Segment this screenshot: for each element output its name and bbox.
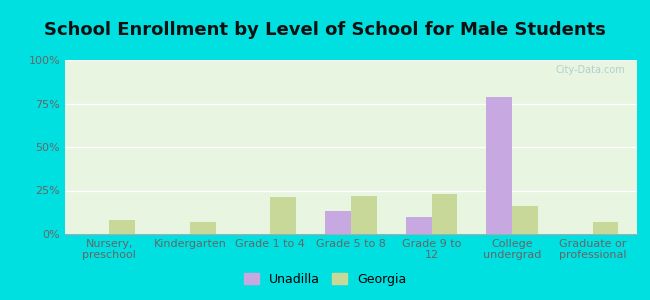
Bar (486, 97, 512, 234)
Bar (270, 197, 296, 234)
Bar (325, 212, 351, 234)
Bar (432, 194, 458, 234)
Text: School Enrollment by Level of School for Male Students: School Enrollment by Level of School for… (44, 21, 606, 39)
Bar (351, 196, 377, 234)
Bar (109, 220, 135, 234)
Text: City-Data.com: City-Data.com (556, 65, 625, 75)
Bar (190, 222, 216, 234)
Bar (512, 206, 538, 234)
Bar (406, 217, 432, 234)
Bar (593, 222, 618, 234)
Legend: Unadilla, Georgia: Unadilla, Georgia (239, 268, 411, 291)
